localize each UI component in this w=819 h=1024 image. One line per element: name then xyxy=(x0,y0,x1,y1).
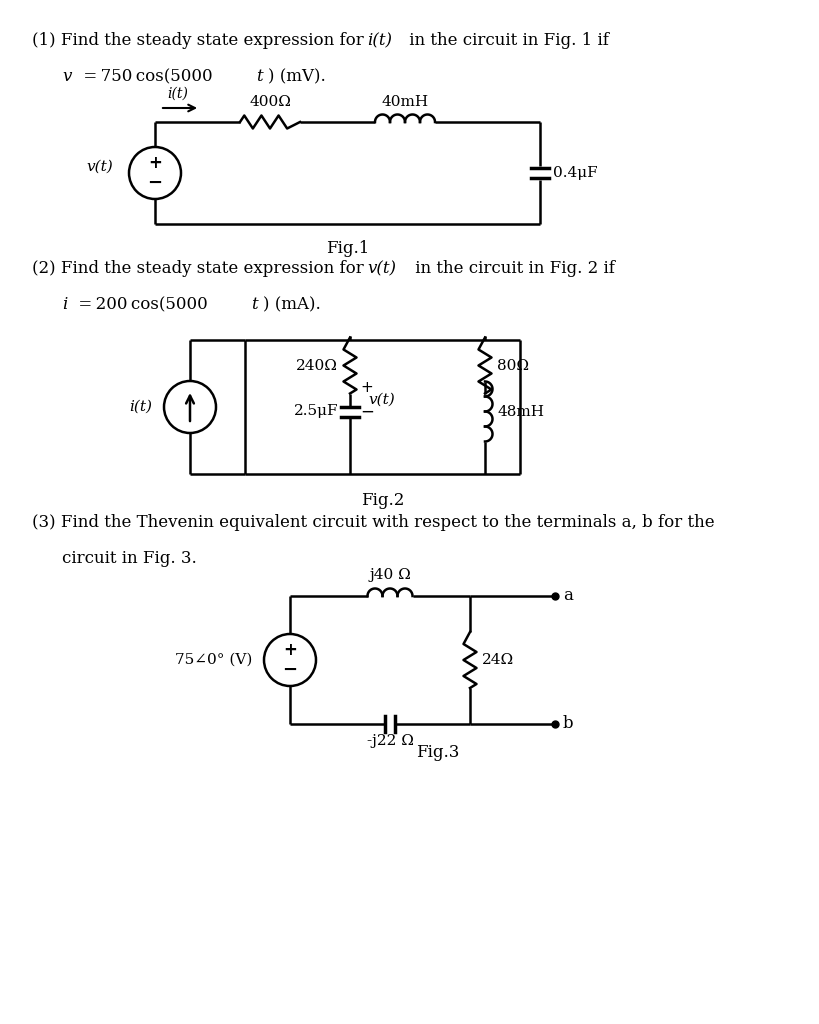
Text: +: + xyxy=(283,641,296,659)
Text: t: t xyxy=(251,296,257,313)
Text: in the circuit in Fig. 2 if: in the circuit in Fig. 2 if xyxy=(410,260,614,278)
Text: v(t): v(t) xyxy=(367,260,396,278)
Text: Fig.2: Fig.2 xyxy=(360,492,404,509)
Text: a: a xyxy=(563,588,572,604)
Text: i: i xyxy=(62,296,67,313)
Text: 2.5μF: 2.5μF xyxy=(293,404,337,419)
Text: b: b xyxy=(563,716,573,732)
Text: t: t xyxy=(256,68,262,85)
Text: Fig.1: Fig.1 xyxy=(325,240,369,257)
Text: i(t): i(t) xyxy=(367,32,391,49)
Text: in the circuit in Fig. 1 if: in the circuit in Fig. 1 if xyxy=(404,32,609,49)
Text: Fig.3: Fig.3 xyxy=(415,744,459,761)
Text: 240Ω: 240Ω xyxy=(296,358,337,373)
Text: ) (mA).: ) (mA). xyxy=(263,296,320,313)
Text: j40 Ω: j40 Ω xyxy=(369,568,410,582)
Text: = 750 cos(5000: = 750 cos(5000 xyxy=(80,68,212,85)
Text: −: − xyxy=(147,174,162,193)
Text: (3) Find the Thevenin equivalent circuit with respect to the terminals a, b for : (3) Find the Thevenin equivalent circuit… xyxy=(32,514,713,531)
Text: 0.4μF: 0.4μF xyxy=(552,166,597,180)
Text: (1) Find the steady state expression for: (1) Find the steady state expression for xyxy=(32,32,369,49)
Text: 48mH: 48mH xyxy=(496,404,543,419)
Text: +: + xyxy=(360,380,373,395)
Text: i(t): i(t) xyxy=(129,400,152,414)
Text: -j22 Ω: -j22 Ω xyxy=(366,734,413,748)
Text: v(t): v(t) xyxy=(86,160,113,174)
Text: i(t): i(t) xyxy=(167,87,188,101)
Text: v(t): v(t) xyxy=(368,392,394,407)
Text: (2) Find the steady state expression for: (2) Find the steady state expression for xyxy=(32,260,369,278)
Text: 40mH: 40mH xyxy=(381,95,428,109)
Text: 400Ω: 400Ω xyxy=(249,95,291,109)
Text: 75∠0° (V): 75∠0° (V) xyxy=(174,653,251,667)
Text: −: − xyxy=(282,662,297,679)
Text: = 200 cos(5000: = 200 cos(5000 xyxy=(75,296,207,313)
Text: v: v xyxy=(62,68,71,85)
Text: 80Ω: 80Ω xyxy=(496,358,528,373)
Text: circuit in Fig. 3.: circuit in Fig. 3. xyxy=(62,550,197,567)
Text: ) (mV).: ) (mV). xyxy=(268,68,325,85)
Text: −: − xyxy=(360,402,373,421)
Text: +: + xyxy=(148,154,161,172)
Text: 24Ω: 24Ω xyxy=(482,653,514,667)
